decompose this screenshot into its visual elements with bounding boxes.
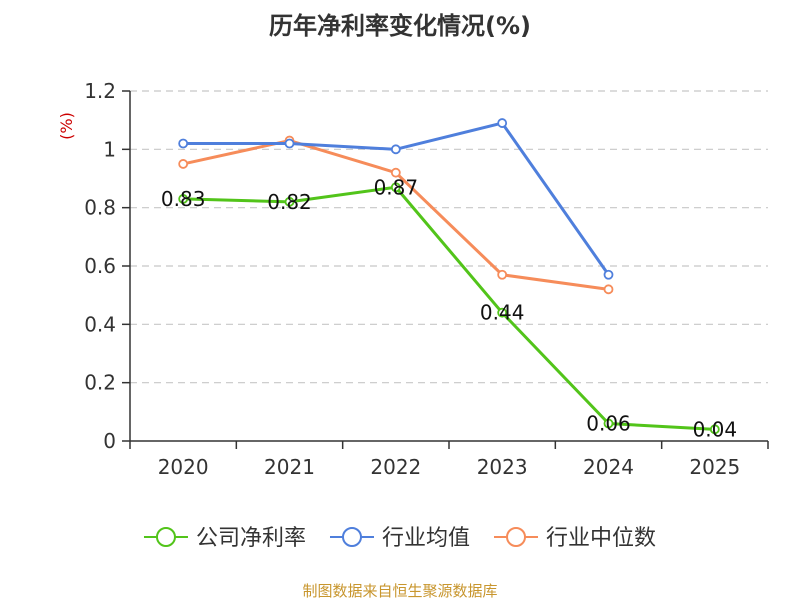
legend-label: 行业中位数 [546,526,656,551]
x-tick-label: 2023 [477,455,528,479]
legend-marker [341,527,362,547]
data-label: 0.44 [480,301,525,325]
data-label: 0.83 [161,187,206,211]
data-label: 0.87 [374,175,419,199]
data-label: 0.82 [267,190,312,214]
series-line-2 [182,139,609,291]
legend[interactable]: 公司净利率 行业均值 行业中位数 [143,526,656,551]
data-label: 0.04 [693,417,738,441]
legend-label: 行业均值 [382,526,470,551]
x-tick-label: 2021 [264,455,315,479]
x-tick-label: 2025 [689,455,740,479]
data-point[interactable] [178,138,189,149]
legend-item[interactable]: 行业中位数 [494,526,656,551]
y-axis-unit: (%) [57,112,76,140]
y-tick-label: 0 [103,429,116,453]
x-tick-label: 2020 [158,455,209,479]
data-point[interactable] [178,159,189,169]
legend-marker [506,527,527,547]
source-note: 制图数据来自恒生聚源数据库 [302,582,497,600]
legend-item[interactable]: 行业均值 [329,526,470,551]
chart-title: 历年净利率变化情况(%) [269,12,531,40]
y-tick-label: 0.2 [84,371,116,395]
data-point[interactable] [284,196,295,207]
data-point[interactable] [603,269,614,280]
data-point[interactable] [603,418,614,429]
data-point[interactable] [390,144,401,155]
axes: 0 0.2 0.4 0.6 0.8 1 1.2 2020 2021 2022 2023 2024 202… [84,79,769,479]
data-point[interactable] [709,424,720,435]
series [178,118,720,435]
data-point[interactable] [390,182,401,193]
y-tick-label: 0.4 [84,312,116,336]
data-label: 0.06 [586,412,631,436]
data-labels: 0.83 0.82 0.87 0.44 0.06 0.04 [161,175,737,441]
legend-label: 公司净利率 [196,526,306,551]
data-point[interactable] [178,194,189,204]
grid [130,90,768,384]
legend-item[interactable]: 公司净利率 [143,526,306,551]
y-tick-label: 0.8 [84,196,116,220]
data-point[interactable] [497,118,508,128]
x-tick-label: 2024 [583,455,634,479]
data-point[interactable] [284,138,295,149]
series-line-0 [183,185,715,431]
y-tick-label: 1.2 [84,79,116,103]
legend-marker [155,527,176,547]
data-point[interactable] [497,307,508,318]
data-point[interactable] [603,284,614,295]
data-point[interactable] [390,167,401,178]
data-point[interactable] [497,269,508,280]
y-tick-label: 0.6 [84,254,116,278]
y-tick-label: 1 [103,137,116,161]
x-tick-label: 2022 [370,455,421,479]
